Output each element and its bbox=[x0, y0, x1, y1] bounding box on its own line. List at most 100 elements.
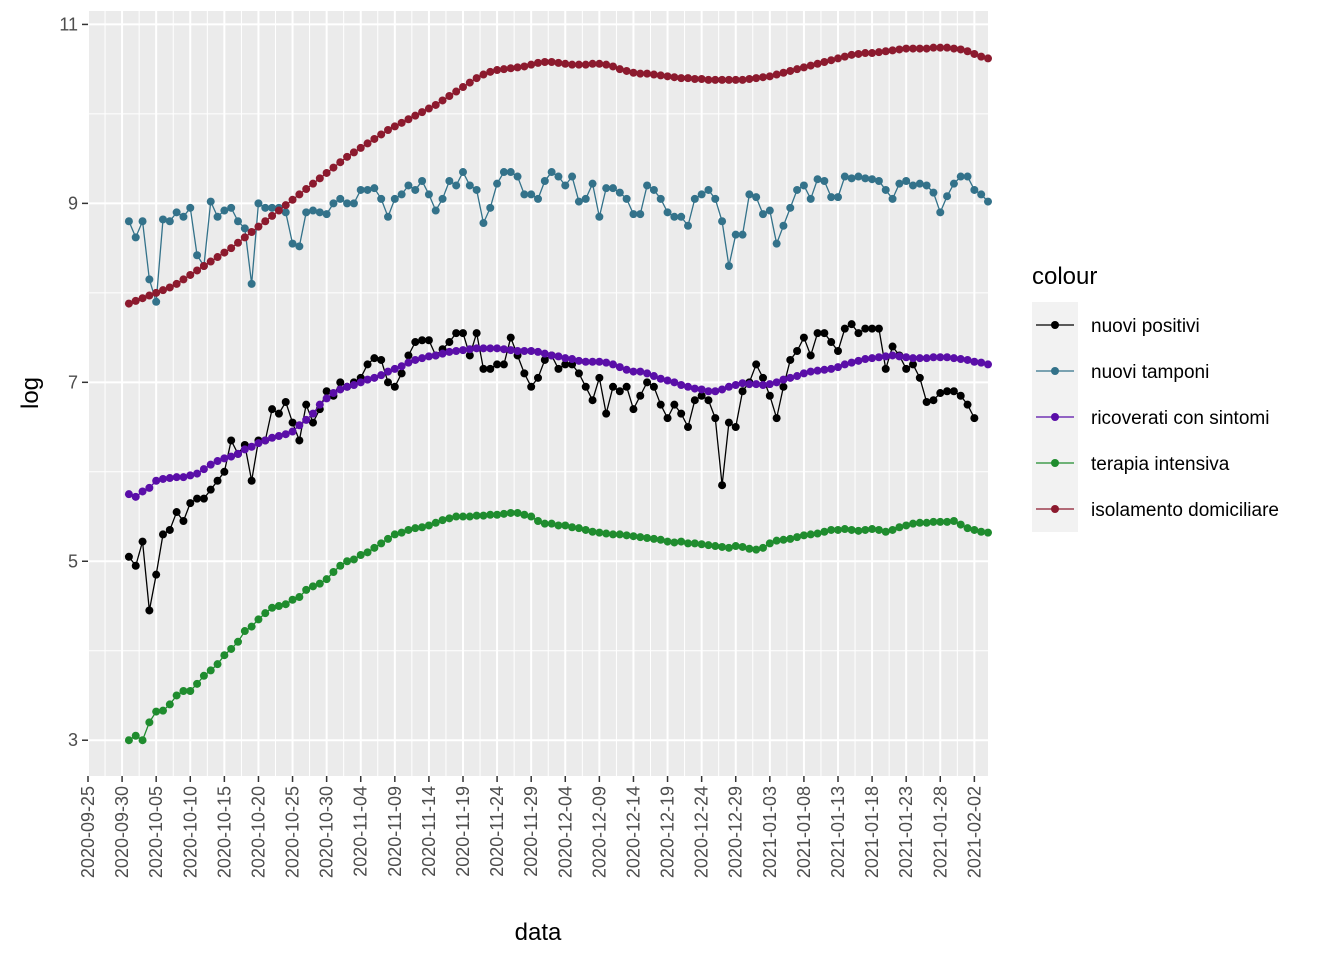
data-point bbox=[970, 185, 979, 194]
data-point bbox=[322, 387, 331, 396]
data-point bbox=[943, 517, 952, 526]
data-point bbox=[581, 382, 590, 391]
data-point bbox=[684, 382, 692, 391]
data-point bbox=[472, 74, 481, 83]
data-point bbox=[418, 177, 427, 185]
legend-key-point bbox=[1051, 367, 1059, 375]
legend-item: isolamento domiciliare bbox=[1032, 486, 1279, 532]
data-point bbox=[349, 381, 358, 389]
data-point bbox=[261, 609, 270, 618]
data-point bbox=[970, 414, 979, 423]
data-point bbox=[452, 347, 461, 355]
data-point bbox=[124, 217, 133, 226]
data-point bbox=[431, 351, 440, 360]
data-point bbox=[690, 194, 699, 203]
data-point bbox=[281, 208, 290, 217]
data-point bbox=[370, 543, 379, 552]
data-point bbox=[247, 279, 256, 288]
data-point bbox=[984, 360, 992, 369]
data-point bbox=[302, 400, 311, 409]
series-layer bbox=[124, 43, 992, 745]
data-point bbox=[956, 45, 965, 54]
data-point bbox=[520, 347, 529, 355]
x-tick-label: 2020-09-30 bbox=[112, 786, 132, 878]
data-point bbox=[506, 333, 515, 342]
data-point bbox=[568, 60, 577, 69]
data-point bbox=[343, 382, 352, 391]
data-point bbox=[356, 185, 365, 194]
x-tick-label: 2020-12-04 bbox=[555, 786, 575, 878]
data-point bbox=[465, 351, 474, 360]
data-point bbox=[902, 177, 911, 185]
data-point bbox=[629, 68, 638, 77]
data-point bbox=[874, 324, 883, 333]
data-point bbox=[724, 262, 733, 270]
x-tick-label: 2020-10-30 bbox=[317, 786, 337, 878]
data-point bbox=[159, 215, 167, 224]
data-point bbox=[411, 111, 420, 120]
data-point bbox=[547, 168, 556, 177]
data-point bbox=[813, 329, 822, 338]
data-point bbox=[513, 172, 522, 181]
data-point bbox=[370, 134, 379, 143]
data-point bbox=[363, 548, 372, 557]
data-point bbox=[963, 524, 972, 533]
data-point bbox=[656, 71, 665, 80]
data-point bbox=[247, 476, 256, 485]
data-point bbox=[554, 58, 563, 67]
data-point bbox=[281, 600, 290, 609]
data-point bbox=[984, 54, 992, 63]
data-point bbox=[943, 387, 952, 396]
data-point bbox=[718, 385, 727, 394]
data-point bbox=[711, 387, 720, 396]
legend-label: terapia intensiva bbox=[1091, 454, 1230, 475]
data-point bbox=[424, 352, 433, 361]
data-point bbox=[765, 380, 774, 389]
data-point bbox=[424, 190, 433, 199]
data-point bbox=[636, 391, 645, 400]
data-point bbox=[186, 687, 195, 695]
data-point bbox=[684, 74, 692, 83]
data-point bbox=[397, 190, 406, 199]
data-point bbox=[827, 193, 836, 202]
data-point bbox=[397, 362, 406, 371]
data-point bbox=[445, 347, 454, 356]
data-point bbox=[895, 352, 904, 361]
data-point bbox=[213, 253, 222, 262]
data-point bbox=[677, 381, 686, 389]
data-point bbox=[165, 700, 174, 709]
x-axis: 2020-09-25 2020-09-30 2020-10-05 2020-10-10… bbox=[78, 776, 984, 878]
data-point bbox=[670, 212, 679, 221]
data-point bbox=[568, 523, 577, 532]
data-point bbox=[281, 398, 290, 406]
y-tick-label: 7 bbox=[68, 372, 78, 392]
data-point bbox=[377, 355, 386, 364]
data-point bbox=[431, 206, 440, 215]
data-point bbox=[772, 70, 781, 79]
data-point bbox=[377, 371, 386, 380]
data-point bbox=[731, 230, 740, 239]
data-point bbox=[465, 78, 474, 87]
data-point bbox=[670, 73, 679, 82]
data-point bbox=[588, 527, 597, 536]
data-point bbox=[479, 219, 488, 228]
data-point bbox=[172, 279, 181, 288]
data-point bbox=[724, 75, 733, 84]
data-point bbox=[445, 514, 454, 523]
data-point bbox=[411, 185, 420, 194]
data-point bbox=[724, 543, 733, 552]
legend-items: nuovi positivi nuovi tamponi ricoverati co… bbox=[1032, 302, 1279, 532]
data-point bbox=[759, 381, 767, 389]
x-tick-label: 2021-01-08 bbox=[794, 786, 814, 878]
x-tick-label: 2020-11-24 bbox=[487, 786, 507, 877]
data-point bbox=[697, 391, 706, 400]
data-point bbox=[581, 357, 590, 366]
data-point bbox=[343, 199, 352, 208]
data-point bbox=[772, 536, 781, 545]
major-gridlines bbox=[87, 11, 988, 776]
data-point bbox=[220, 651, 229, 660]
data-point bbox=[459, 83, 467, 92]
data-point bbox=[663, 72, 672, 81]
data-point bbox=[268, 203, 277, 212]
data-point bbox=[731, 542, 740, 551]
